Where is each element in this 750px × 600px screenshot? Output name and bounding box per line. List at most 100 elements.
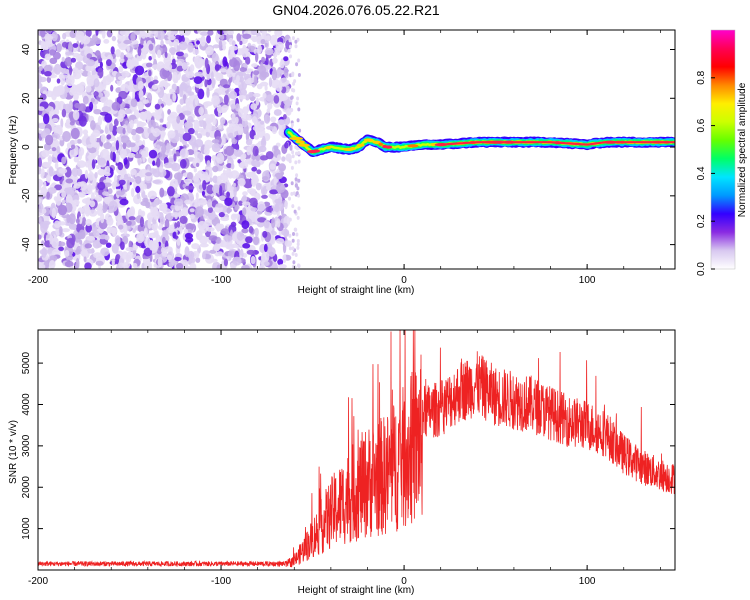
noise-speckle (176, 237, 181, 246)
noise-speckle (182, 110, 192, 116)
noise-speckle (224, 197, 233, 206)
noise-speckle (115, 152, 120, 164)
noise-speckle (204, 144, 210, 151)
noise-speckle (212, 184, 221, 194)
noise-speckle (285, 108, 292, 116)
noise-speckle (126, 45, 130, 53)
noise-speckle (253, 70, 260, 76)
noise-speckle (266, 125, 274, 130)
noise-speckle (115, 253, 121, 260)
noise-speckle (86, 53, 93, 59)
noise-speckle (250, 255, 256, 265)
noise-speckle (44, 71, 52, 77)
signal-core (440, 141, 675, 146)
noise-speckle (216, 264, 221, 269)
noise-speckle (295, 173, 299, 178)
noise-speckle (86, 144, 93, 149)
noise-speckle (106, 134, 112, 140)
noise-speckle (230, 162, 235, 170)
noise-speckle (169, 224, 175, 230)
noise-speckle (138, 230, 146, 242)
noise-speckle (204, 177, 210, 183)
noise-speckle (296, 96, 300, 101)
noise-speckle (134, 65, 145, 76)
noise-speckle (115, 140, 120, 151)
noise-speckle (205, 114, 213, 125)
noise-speckle (94, 172, 98, 179)
noise-speckle (64, 250, 70, 257)
noise-speckle (192, 48, 200, 55)
noise-speckle (130, 32, 136, 42)
noise-speckle (148, 119, 156, 130)
noise-speckle (291, 150, 295, 155)
noise-speckle (142, 48, 149, 54)
noise-speckle (118, 109, 126, 119)
noise-speckle (55, 195, 62, 206)
noise-speckle (78, 115, 87, 127)
noise-speckle (164, 34, 170, 41)
noise-speckle (228, 45, 238, 51)
noise-speckle (69, 139, 76, 147)
noise-speckle (193, 119, 200, 131)
noise-speckle (296, 245, 300, 250)
noise-speckle (180, 83, 185, 90)
noise-speckle (159, 202, 168, 210)
noise-speckle (115, 49, 121, 58)
spectrogram-x-axis-label: Height of straight line (km) (298, 285, 415, 296)
noise-speckle (257, 44, 262, 55)
noise-speckle (167, 130, 176, 139)
noise-speckle (197, 88, 205, 100)
noise-speckle (269, 163, 276, 170)
noise-speckle (65, 51, 74, 56)
noise-speckle (291, 71, 295, 76)
noise-speckle (102, 191, 108, 196)
noise-speckle (223, 148, 227, 155)
noise-speckle (73, 92, 79, 101)
noise-speckle (93, 252, 103, 259)
noise-speckle (276, 218, 281, 228)
noise-speckle (68, 100, 73, 111)
noise-speckle (111, 35, 117, 42)
noise-speckle (295, 101, 299, 106)
noise-speckle (193, 76, 203, 84)
snr-ticks: -200 -100 0 100 1000 2000 3000 4000 5000 (21, 330, 675, 587)
noise-speckle (199, 31, 209, 36)
noise-speckle (210, 258, 218, 263)
noise-speckle (148, 56, 152, 61)
noise-speckle (274, 30, 283, 37)
noise-speckle (111, 243, 119, 254)
noise-speckle (119, 148, 127, 159)
spectrogram-y-tick-label: -20 (21, 188, 32, 203)
noise-speckle (179, 215, 188, 224)
noise-speckle (182, 132, 192, 142)
noise-speckle (267, 30, 272, 33)
noise-speckle (294, 253, 298, 257)
noise-speckle (103, 142, 112, 150)
noise-speckle (273, 95, 280, 104)
noise-speckle (103, 182, 112, 188)
noise-speckle (167, 186, 175, 197)
noise-speckle (58, 168, 68, 174)
noise-speckle (112, 125, 118, 136)
noise-speckle (106, 99, 114, 107)
colorbar-tick-label: 0.6 (696, 118, 707, 132)
noise-speckle (243, 178, 253, 189)
noise-speckle (297, 263, 300, 268)
noise-speckle (296, 242, 300, 247)
noise-speckle (137, 46, 142, 57)
noise-speckle (181, 62, 188, 70)
noise-speckle (128, 216, 136, 221)
noise-speckle (218, 40, 223, 51)
signal-peak (356, 143, 365, 147)
noise-speckle (147, 232, 157, 239)
noise-speckle (282, 77, 287, 83)
noise-speckle (127, 152, 136, 158)
noise-speckle (219, 185, 223, 197)
noise-speckle (204, 57, 209, 69)
noise-speckle (229, 57, 238, 68)
noise-speckle (75, 218, 80, 224)
noise-speckle (218, 212, 225, 218)
noise-speckle (44, 53, 51, 61)
signal-peak (378, 142, 384, 146)
noise-speckle (167, 35, 176, 41)
